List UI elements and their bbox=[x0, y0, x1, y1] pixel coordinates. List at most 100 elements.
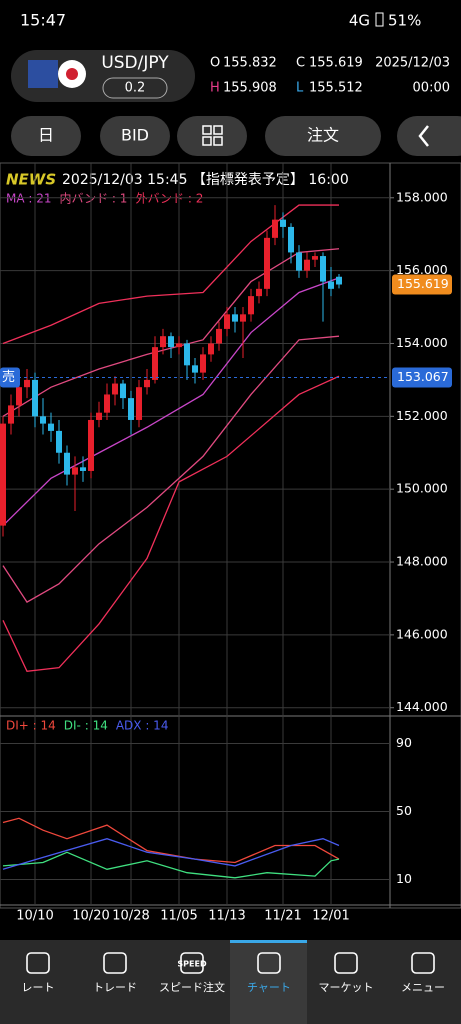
btn-layout[interactable] bbox=[177, 116, 247, 156]
candle-body bbox=[112, 383, 118, 395]
candle-body bbox=[216, 328, 222, 344]
nav-label[interactable]: スピード注文 bbox=[159, 980, 225, 994]
btn-bid[interactable] bbox=[100, 116, 170, 156]
band-line bbox=[2, 204, 339, 345]
current-price: 155.619 bbox=[397, 276, 449, 291]
dmi-tick-label: 50 bbox=[396, 803, 412, 818]
y-tick-label: 150.000 bbox=[396, 481, 448, 496]
news-text: 2025/12/03 15:45 【指標発表予定】 16:00 bbox=[62, 172, 349, 188]
dmi-legend: ADX : 14 bbox=[116, 719, 169, 733]
candle-body bbox=[24, 379, 30, 388]
sell-price-box bbox=[392, 367, 452, 388]
band-line bbox=[2, 335, 340, 603]
candle-body bbox=[152, 347, 158, 380]
ohlc-letter: C bbox=[296, 56, 305, 71]
candle-body bbox=[256, 288, 262, 297]
ohlc-letter: L bbox=[296, 81, 304, 96]
sell-label: 売 bbox=[2, 369, 15, 385]
x-tick-label: 10/28 bbox=[112, 909, 149, 924]
ohlc-value: 155.908 bbox=[223, 81, 277, 96]
x-tick-label: 10/20 bbox=[72, 909, 109, 924]
nav-label[interactable]: チャート bbox=[247, 981, 291, 994]
candle-body bbox=[176, 343, 182, 348]
candle-body bbox=[72, 467, 78, 475]
dmi-tick-label: 90 bbox=[396, 735, 412, 750]
btn-day-label: 日 bbox=[38, 126, 54, 145]
nav-icon bbox=[180, 952, 204, 974]
candle-body bbox=[64, 452, 70, 475]
battery-icon bbox=[375, 12, 384, 27]
flag-jp-dot bbox=[66, 68, 78, 80]
candle-body bbox=[232, 314, 238, 322]
legend-item: MA : 21 bbox=[6, 192, 52, 206]
candle-body bbox=[144, 379, 150, 388]
sell-tag bbox=[0, 367, 20, 388]
candle-body bbox=[48, 423, 54, 431]
chart-frame bbox=[0, 162, 461, 909]
nav-label[interactable]: マーケット bbox=[319, 981, 374, 994]
sell-price: 153.067 bbox=[397, 369, 449, 384]
dmi-legend: DI+ : 14 bbox=[6, 719, 56, 733]
dmi-line bbox=[2, 851, 340, 879]
candle-body bbox=[336, 276, 342, 285]
btn-order-label: 注文 bbox=[307, 126, 339, 145]
nav-label[interactable]: トレード bbox=[93, 981, 137, 994]
candle-body bbox=[128, 398, 134, 420]
band-line bbox=[2, 375, 340, 672]
candle-body bbox=[136, 387, 142, 420]
candle-body bbox=[16, 387, 22, 406]
candle-body bbox=[200, 354, 206, 373]
nav-label[interactable]: メニュー bbox=[401, 981, 445, 994]
news-tag: NEWS bbox=[6, 171, 56, 189]
x-tick-label: 11/13 bbox=[208, 909, 245, 924]
x-tick-label: 12/01 bbox=[312, 909, 349, 924]
candle-body bbox=[248, 296, 254, 315]
candle-body bbox=[192, 365, 198, 373]
dmi-line bbox=[2, 838, 340, 870]
nav-icon bbox=[103, 952, 127, 974]
header-date: 2025/12/03 bbox=[375, 56, 450, 71]
y-tick-label: 148.000 bbox=[396, 554, 448, 569]
spread: 0.2 bbox=[125, 81, 146, 96]
dmi-legend: DI- : 14 bbox=[64, 719, 108, 733]
legend-item: 内バンド : 1 bbox=[60, 192, 128, 206]
back-icon bbox=[418, 125, 429, 147]
candle-body bbox=[168, 336, 174, 348]
status-battery: 51% bbox=[388, 12, 421, 30]
y-tick-label: 144.000 bbox=[396, 699, 448, 714]
candle-body bbox=[208, 343, 214, 355]
x-tick-label: 11/21 bbox=[264, 909, 301, 924]
candle-body bbox=[224, 314, 230, 329]
y-tick-label: 152.000 bbox=[396, 408, 448, 423]
candle-body bbox=[280, 219, 286, 227]
nav-label[interactable]: レート bbox=[22, 981, 55, 994]
y-tick-label: 154.000 bbox=[396, 335, 448, 350]
btn-day[interactable] bbox=[11, 116, 81, 156]
btn-order[interactable] bbox=[265, 116, 381, 156]
nav-indicator bbox=[230, 940, 307, 943]
legend-item: 外バンド : 2 bbox=[135, 192, 203, 206]
nav-selected bbox=[230, 940, 307, 1024]
candle-body bbox=[304, 259, 310, 271]
header-time: 00:00 bbox=[413, 81, 450, 96]
candle-body bbox=[184, 343, 190, 366]
x-tick-label: 11/05 bbox=[160, 909, 197, 924]
spread-box bbox=[102, 77, 168, 99]
y-tick-label: 146.000 bbox=[396, 626, 448, 641]
pair-name: USD/JPY bbox=[101, 53, 169, 73]
nav-icon bbox=[334, 952, 358, 974]
candle-body bbox=[312, 256, 318, 260]
y-tick-label: 158.000 bbox=[396, 189, 448, 204]
candle-body bbox=[264, 237, 270, 289]
candle-body bbox=[0, 423, 6, 526]
current-price-box bbox=[392, 274, 452, 295]
dmi-tick-label: 10 bbox=[396, 871, 412, 886]
nav-icon bbox=[257, 952, 281, 974]
dmi-line bbox=[2, 817, 340, 864]
status-network: 4G bbox=[349, 12, 370, 30]
candle-body bbox=[96, 412, 102, 420]
nav-icon bbox=[26, 952, 50, 974]
ohlc-value: 155.832 bbox=[223, 56, 277, 71]
btn-back[interactable] bbox=[397, 116, 461, 156]
candle-body bbox=[40, 416, 46, 424]
